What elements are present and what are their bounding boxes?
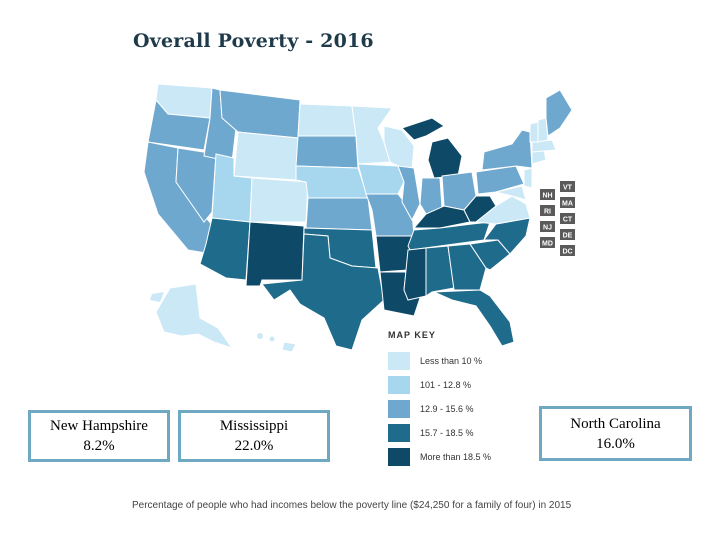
- tag-nj[interactable]: [540, 221, 555, 232]
- state-mississippi[interactable]: [403, 247, 427, 301]
- box-state-name: Mississippi: [219, 418, 289, 434]
- state-michigan[interactable]: [427, 137, 463, 179]
- legend-label: 12.9 - 15.6 %: [420, 404, 474, 414]
- state-wyoming[interactable]: [233, 131, 299, 181]
- state-michigan-upper[interactable]: [401, 117, 445, 141]
- legend-item: More than 18.5 %: [388, 446, 538, 468]
- legend-swatch: [388, 424, 410, 442]
- state-florida[interactable]: [433, 289, 515, 347]
- tag-ma[interactable]: [560, 197, 575, 208]
- state-new-mexico[interactable]: [245, 221, 305, 287]
- legend-item: 101 - 12.8 %: [388, 374, 538, 396]
- tag-de[interactable]: [560, 229, 575, 240]
- state-vermont[interactable]: [529, 121, 539, 143]
- mississippi-box: Mississippi 22.0%: [178, 410, 330, 462]
- state-georgia[interactable]: [447, 243, 487, 291]
- legend-label: 101 - 12.8 %: [420, 380, 472, 390]
- state-alaska[interactable]: [155, 283, 234, 349]
- box-state-name: North Carolina: [570, 415, 661, 432]
- map-title: Overall Poverty - 2016: [133, 30, 374, 52]
- state-illinois[interactable]: [397, 165, 421, 222]
- legend-item: Less than 10 %: [388, 350, 538, 372]
- legend-swatch: [388, 352, 410, 370]
- tag-dc[interactable]: [560, 245, 575, 256]
- legend-swatch: [388, 376, 410, 394]
- state-alaska-island: [150, 292, 164, 302]
- tag-md-label: MD: [542, 241, 553, 248]
- map-caption: Percentage of people who had incomes bel…: [132, 500, 572, 511]
- state-south-dakota[interactable]: [295, 135, 359, 169]
- state-iowa[interactable]: [357, 163, 405, 195]
- north-carolina-box: North Carolina 16.0%: [539, 406, 692, 461]
- map-key: MAP KEY Less than 10 % 101 - 12.8 % 12.9…: [388, 330, 538, 470]
- legend-swatch: [388, 400, 410, 418]
- legend-label: More than 18.5 %: [420, 452, 492, 462]
- tag-ct[interactable]: [560, 213, 575, 224]
- new-hampshire-box: New Hampshire 8.2%: [28, 410, 170, 462]
- tag-ma-label: MA: [562, 201, 573, 208]
- box-state-value: 22.0%: [234, 438, 274, 454]
- state-kansas[interactable]: [305, 197, 373, 231]
- box-state-value: 8.2%: [83, 438, 115, 454]
- tag-ct-label: CT: [563, 217, 573, 224]
- tag-vt[interactable]: [560, 181, 575, 192]
- legend-swatch: [388, 448, 410, 466]
- state-hawaii[interactable]: [281, 341, 297, 353]
- map-key-title: MAP KEY: [388, 330, 436, 340]
- tag-nh[interactable]: [540, 189, 555, 200]
- tag-md[interactable]: [540, 237, 555, 248]
- state-virginia[interactable]: [474, 195, 531, 225]
- state-texas[interactable]: [261, 233, 385, 351]
- tag-ri-label: RI: [544, 209, 551, 216]
- tag-nh-label: NH: [542, 193, 552, 200]
- state-hawaii-island: [269, 336, 275, 342]
- tag-de-label: DE: [563, 233, 573, 240]
- state-north-dakota[interactable]: [297, 103, 357, 137]
- state-new-york[interactable]: [481, 129, 533, 171]
- state-kentucky[interactable]: [412, 205, 471, 229]
- tag-nj-label: NJ: [543, 225, 552, 232]
- state-colorado[interactable]: [249, 177, 309, 223]
- state-maryland[interactable]: [495, 185, 527, 201]
- legend-item: 15.7 - 18.5 %: [388, 422, 538, 444]
- small-state-tags: NH VT RI MA NJ CT MD DE DC: [540, 181, 575, 256]
- legend-label: Less than 10 %: [420, 356, 483, 366]
- state-hawaii-island: [257, 333, 263, 339]
- box-state-name: New Hampshire: [50, 418, 148, 434]
- state-new-hampshire[interactable]: [537, 117, 549, 143]
- legend-item: 12.9 - 15.6 %: [388, 398, 538, 420]
- legend-label: 15.7 - 18.5 %: [420, 428, 474, 438]
- state-new-jersey[interactable]: [523, 167, 533, 189]
- box-state-value: 16.0%: [596, 435, 635, 452]
- state-maine[interactable]: [545, 89, 573, 137]
- state-alabama[interactable]: [425, 245, 455, 297]
- tag-vt-label: VT: [563, 185, 573, 192]
- state-south-carolina[interactable]: [469, 239, 511, 271]
- tag-dc-label: DC: [562, 249, 572, 256]
- tag-ri[interactable]: [540, 205, 555, 216]
